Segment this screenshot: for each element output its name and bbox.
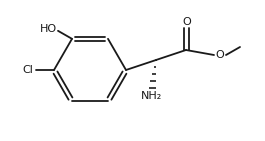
Text: Cl: Cl: [23, 65, 33, 75]
Text: HO: HO: [39, 24, 56, 34]
Text: NH₂: NH₂: [141, 91, 163, 101]
Text: O: O: [216, 50, 224, 60]
Text: O: O: [183, 17, 191, 27]
